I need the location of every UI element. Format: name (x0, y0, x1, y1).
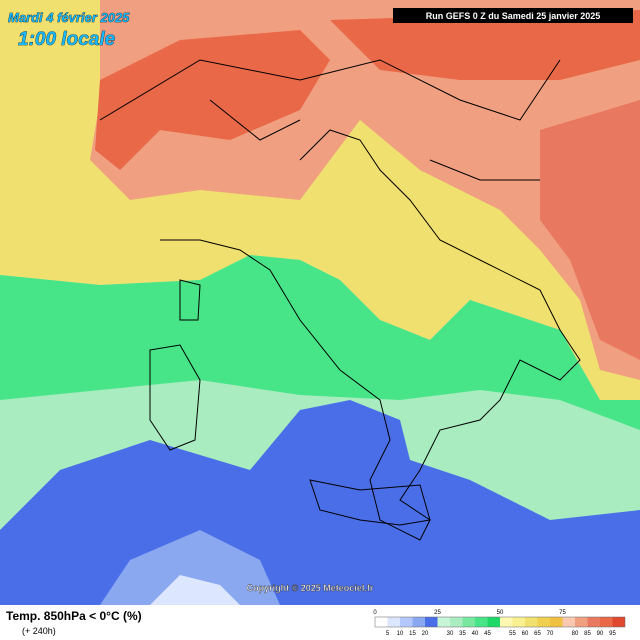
run-box (393, 8, 633, 23)
legend-minor-label: 95 (609, 631, 616, 637)
legend-minor-label: 5 (386, 631, 390, 637)
run-label: Run GEFS 0 Z du Samedi 25 janvier 2025 (426, 11, 601, 21)
legend-minor-label: 40 (472, 631, 479, 637)
local-time: 1:00 locale (18, 29, 116, 50)
forecast-date: Mardi 4 février 2025 (8, 10, 130, 25)
legend-minor-label: 60 (522, 631, 529, 637)
legend-minor-label: 30 (447, 631, 454, 637)
legend-minor-label: 20 (422, 631, 429, 637)
legend-major-label: 0 (373, 610, 377, 616)
legend-minor-label: 80 (572, 631, 579, 637)
footer-lead: (+ 240h) (22, 626, 56, 636)
legend-minor-label: 70 (547, 631, 554, 637)
legend-minor-label: 35 (459, 631, 466, 637)
legend-major-label: 25 (434, 610, 441, 616)
legend-minor-label: 15 (409, 631, 416, 637)
legend-minor-label: 55 (509, 631, 516, 637)
legend-minor-label: 90 (597, 631, 604, 637)
legend-major-label: 75 (559, 610, 566, 616)
footer-title: Temp. 850hPa < 0°C (%) (6, 609, 142, 623)
legend-minor-label: 45 (484, 631, 491, 637)
legend-minor-label: 65 (534, 631, 541, 637)
copyright: Copyright © 2025 Meteociel.fr (247, 583, 374, 593)
legend-minor-label: 10 (397, 631, 404, 637)
legend-major-label: 50 (497, 610, 504, 616)
legend-minor-label: 85 (584, 631, 591, 637)
map (0, 0, 640, 605)
color-scale (374, 616, 626, 628)
